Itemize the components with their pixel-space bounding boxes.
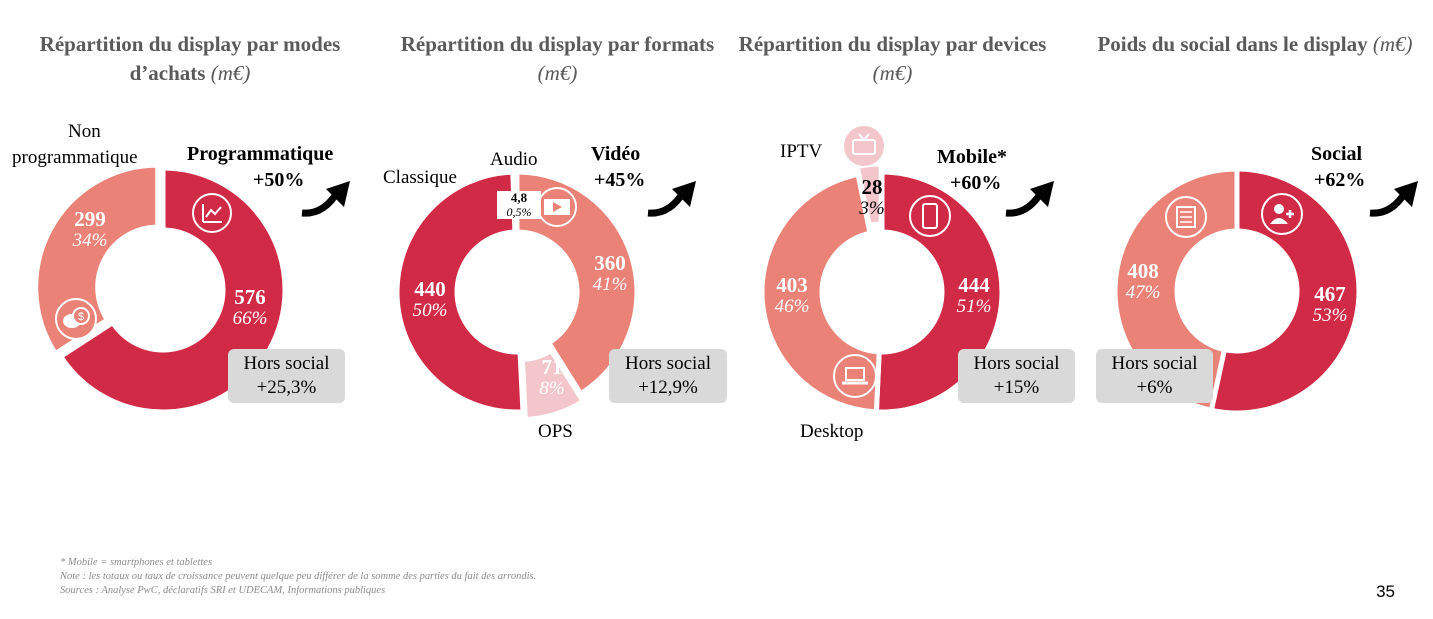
growth-video: +45% (594, 169, 646, 191)
footnote-line: Note : les totaux ou taux de croissance … (60, 571, 537, 582)
badge-line: +6% (1136, 377, 1173, 398)
smartphone-icon (909, 195, 951, 237)
growth-arrow-icon (1369, 181, 1418, 217)
value-percent: 47% (1125, 282, 1161, 303)
tv-icon (844, 126, 884, 166)
slice-vid-o (514, 169, 640, 398)
value-classique: 440 50% (400, 278, 460, 322)
title-unit: (m€) (872, 61, 913, 85)
growth-arrow-icon (1005, 181, 1054, 217)
value-number: 71 (541, 355, 563, 379)
footnote-line: Sources : Analyse PwC, déclaratifs SRI e… (60, 585, 386, 596)
growth-arrow-icon (647, 181, 696, 217)
footnotes: * Mobile = smartphones et tablettes Note… (60, 556, 536, 598)
chart-title-modes-achats: Répartition du display par modes d’achat… (20, 30, 360, 88)
value-number: 360 (594, 251, 626, 275)
slice-social (1208, 166, 1362, 416)
value-social: 467 53% (1300, 283, 1360, 327)
badge-line: +15% (993, 377, 1040, 398)
label-audio: Audio (490, 149, 538, 170)
badge-hors-social: Hors social +12,9% (609, 349, 727, 403)
value-percent: 0,5% (506, 205, 532, 219)
title-unit: (m€) (1372, 32, 1413, 56)
value-number: 299 (74, 207, 106, 231)
title-text: Poids du social dans le display (1097, 32, 1368, 56)
title-unit: (m€) (210, 61, 251, 85)
label-non-programmatique-1: Non (68, 121, 101, 142)
badge-line: Hors social (243, 353, 330, 374)
slice-ops (519, 347, 587, 423)
value-desktop: 403 46% (762, 274, 822, 318)
newspaper-icon (1165, 196, 1207, 238)
chart-title-social: Poids du social dans le display (m€) (1085, 30, 1425, 59)
value-percent: 51% (956, 296, 992, 317)
badge-line: +12,9% (638, 377, 698, 398)
donut-chart-2 (394, 169, 640, 423)
value-percent: 8% (539, 378, 565, 399)
value-number: 28 (861, 175, 883, 199)
value-programmatique: 576 66% (220, 286, 280, 330)
value-number: 576 (234, 285, 266, 309)
value-iptv: 28 3% (846, 176, 898, 220)
title-text: Répartition du display par devices (738, 32, 1047, 56)
growth-arrow-icon (301, 181, 350, 217)
growth-mobile: +60% (950, 172, 1002, 194)
slice-desktop (759, 171, 882, 415)
label-iptv: IPTV (780, 141, 823, 162)
label-non-programmatique-2: programmatique (12, 147, 138, 168)
money-chat-icon: $ (55, 298, 97, 340)
value-number: 467 (1314, 282, 1346, 306)
growth-programmatique: +50% (253, 169, 305, 191)
value-number: 444 (958, 273, 990, 297)
label-classique: Classique (383, 167, 457, 188)
page-number: 35 (1376, 582, 1395, 601)
value-video: 360 41% (580, 252, 640, 296)
value-percent: 66% (232, 308, 268, 329)
chart-title-devices: Répartition du display par devices (m€) (720, 30, 1065, 88)
label-programmatique: Programmatique (187, 143, 334, 165)
add-user-icon (1261, 193, 1303, 235)
badge-line: Hors social (624, 353, 711, 374)
slice-classique (394, 169, 526, 415)
label-ops: OPS (538, 421, 573, 442)
badge-line: Hors social (1111, 353, 1198, 374)
value-hors-social: 408 47% (1113, 260, 1173, 304)
title-text: Répartition du display par formats (400, 32, 715, 56)
value-percent: 50% (412, 300, 448, 321)
growth-social: +62% (1314, 169, 1366, 191)
svg-text:$: $ (78, 311, 84, 323)
badge-hors-social: Hors social +15% (958, 349, 1075, 403)
value-mobile: 444 51% (944, 274, 1004, 318)
badge-hors-social: Hors social +25,3% (228, 349, 345, 403)
laptop-icon (833, 354, 877, 398)
label-social: Social (1311, 143, 1363, 165)
badge-line: +25,3% (256, 377, 317, 398)
label-desktop: Desktop (800, 421, 864, 442)
value-audio: 4,8 0,5% (497, 191, 541, 219)
chart-icon (192, 193, 232, 233)
title-text: Répartition du display par modes d’achat… (39, 32, 341, 85)
value-ops: 71 8% (524, 356, 580, 400)
value-percent: 46% (774, 296, 810, 317)
value-number: 408 (1127, 259, 1159, 283)
label-mobile: Mobile* (937, 146, 1007, 168)
value-non-programmatique: 299 34% (60, 208, 120, 252)
value-percent: 3% (859, 198, 885, 219)
value-number: 4,8 (510, 190, 528, 205)
value-percent: 41% (592, 274, 628, 295)
chart-title-formats: Répartition du display par formats (m€) (385, 30, 730, 88)
label-video: Vidéo (591, 143, 641, 165)
value-percent: 34% (72, 230, 108, 251)
footnote-line: * Mobile = smartphones et tablettes (60, 557, 213, 568)
badge-hors-social: Hors social +6% (1096, 349, 1213, 403)
value-number: 403 (776, 273, 808, 297)
badge-line: Hors social (973, 353, 1060, 374)
title-unit: (m€) (537, 61, 578, 85)
value-percent: 53% (1312, 305, 1348, 326)
value-number: 440 (414, 277, 446, 301)
